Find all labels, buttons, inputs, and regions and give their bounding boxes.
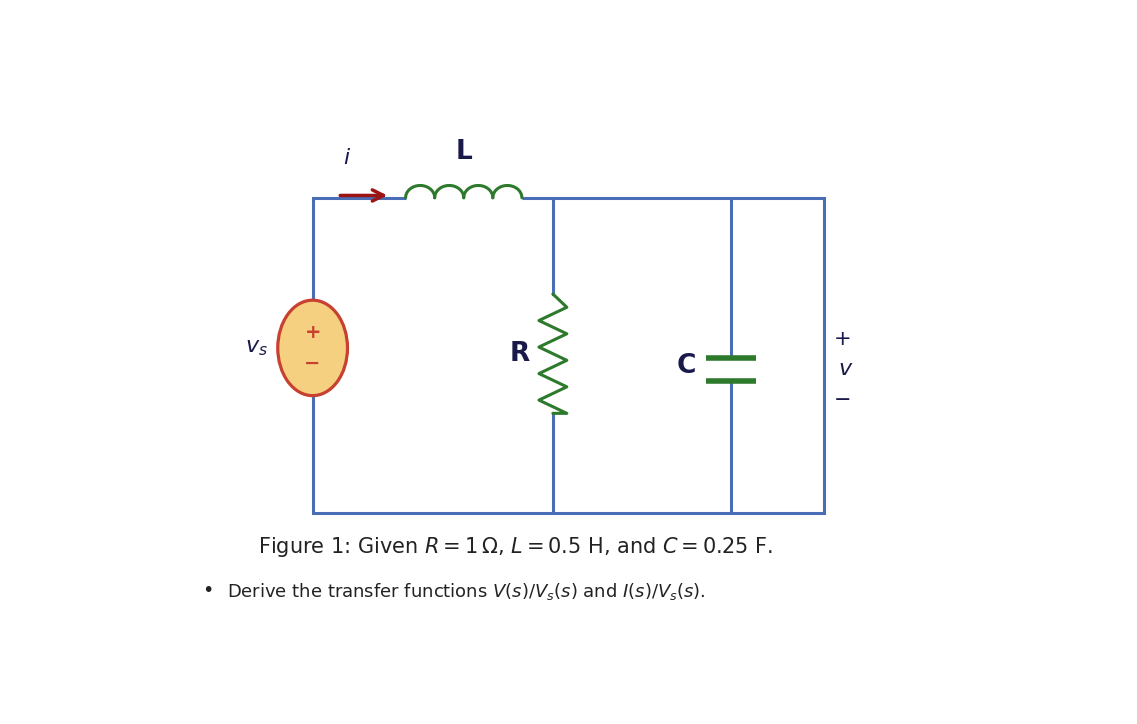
Text: $\mathbf{R}$: $\mathbf{R}$ <box>509 341 531 366</box>
Text: $v_s$: $v_s$ <box>246 338 268 358</box>
Text: −: − <box>305 354 321 373</box>
Ellipse shape <box>277 300 348 395</box>
Text: $\mathbf{L}$: $\mathbf{L}$ <box>455 140 473 165</box>
Text: $\mathbf{C}$: $\mathbf{C}$ <box>677 353 696 379</box>
Text: $v$: $v$ <box>838 360 854 379</box>
Text: +: + <box>833 329 852 349</box>
Text: +: + <box>305 323 321 342</box>
Text: Derive the transfer functions $V(s)/V_s(s)$ and $I(s)/V_s(s)$.: Derive the transfer functions $V(s)/V_s(… <box>227 581 706 602</box>
Text: Figure 1: Given $R = 1\,\Omega$, $L = 0.5$ H, and $C = 0.25$ F.: Figure 1: Given $R = 1\,\Omega$, $L = 0.… <box>258 535 773 559</box>
Text: −: − <box>833 390 850 411</box>
Text: $i$: $i$ <box>343 148 351 169</box>
Text: •: • <box>202 581 214 600</box>
